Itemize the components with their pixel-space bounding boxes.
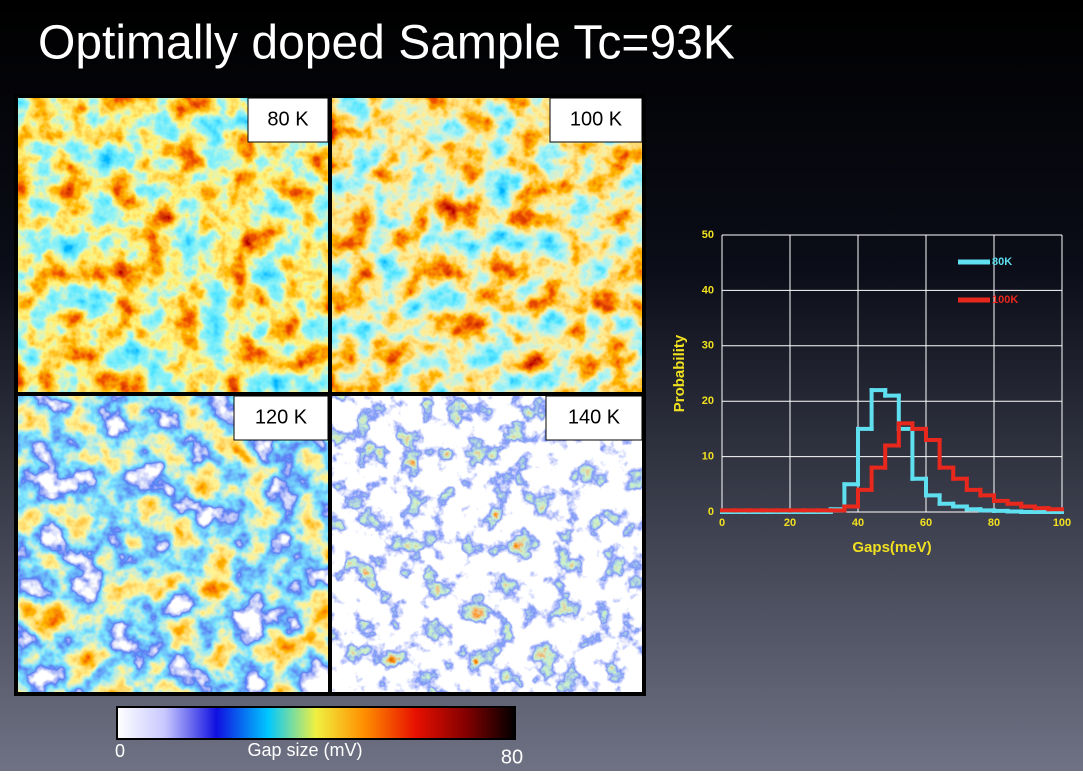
- x-tick-label: 40: [852, 517, 864, 529]
- y-axis-label: Probability: [671, 334, 688, 412]
- y-tick-label: 30: [702, 340, 714, 352]
- x-tick-label: 0: [719, 517, 725, 529]
- legend-label: 80K: [992, 256, 1012, 268]
- colorbar-label: Gap size (mV): [247, 740, 362, 760]
- y-tick-label: 10: [702, 451, 714, 463]
- y-tick-label: 50: [702, 229, 714, 241]
- colorbar-tick: 80: [501, 746, 523, 768]
- panel-label: 120 K: [255, 406, 308, 428]
- x-tick-label: 100: [1053, 517, 1071, 529]
- x-axis-label: Gaps(meV): [852, 539, 931, 556]
- x-tick-label: 60: [920, 517, 932, 529]
- panel-label: 100 K: [570, 108, 623, 130]
- y-tick-label: 20: [702, 395, 714, 407]
- y-tick-label: 0: [708, 506, 714, 518]
- slide: Optimally doped Sample Tc=93K 80 K 100 K…: [0, 0, 1083, 771]
- colorbar: [117, 707, 515, 739]
- y-tick-label: 40: [702, 284, 714, 296]
- page: { "title": "Optimally doped Sample Tc=93…: [0, 0, 1083, 771]
- slide-title: Optimally doped Sample Tc=93K: [38, 17, 735, 70]
- panel-label: 140 K: [568, 406, 621, 428]
- legend-label: 100K: [992, 294, 1018, 306]
- x-tick-label: 20: [784, 517, 796, 529]
- colorbar-tick: 0: [115, 741, 125, 761]
- x-tick-label: 80: [988, 517, 1000, 529]
- panel-label: 80 K: [267, 108, 309, 130]
